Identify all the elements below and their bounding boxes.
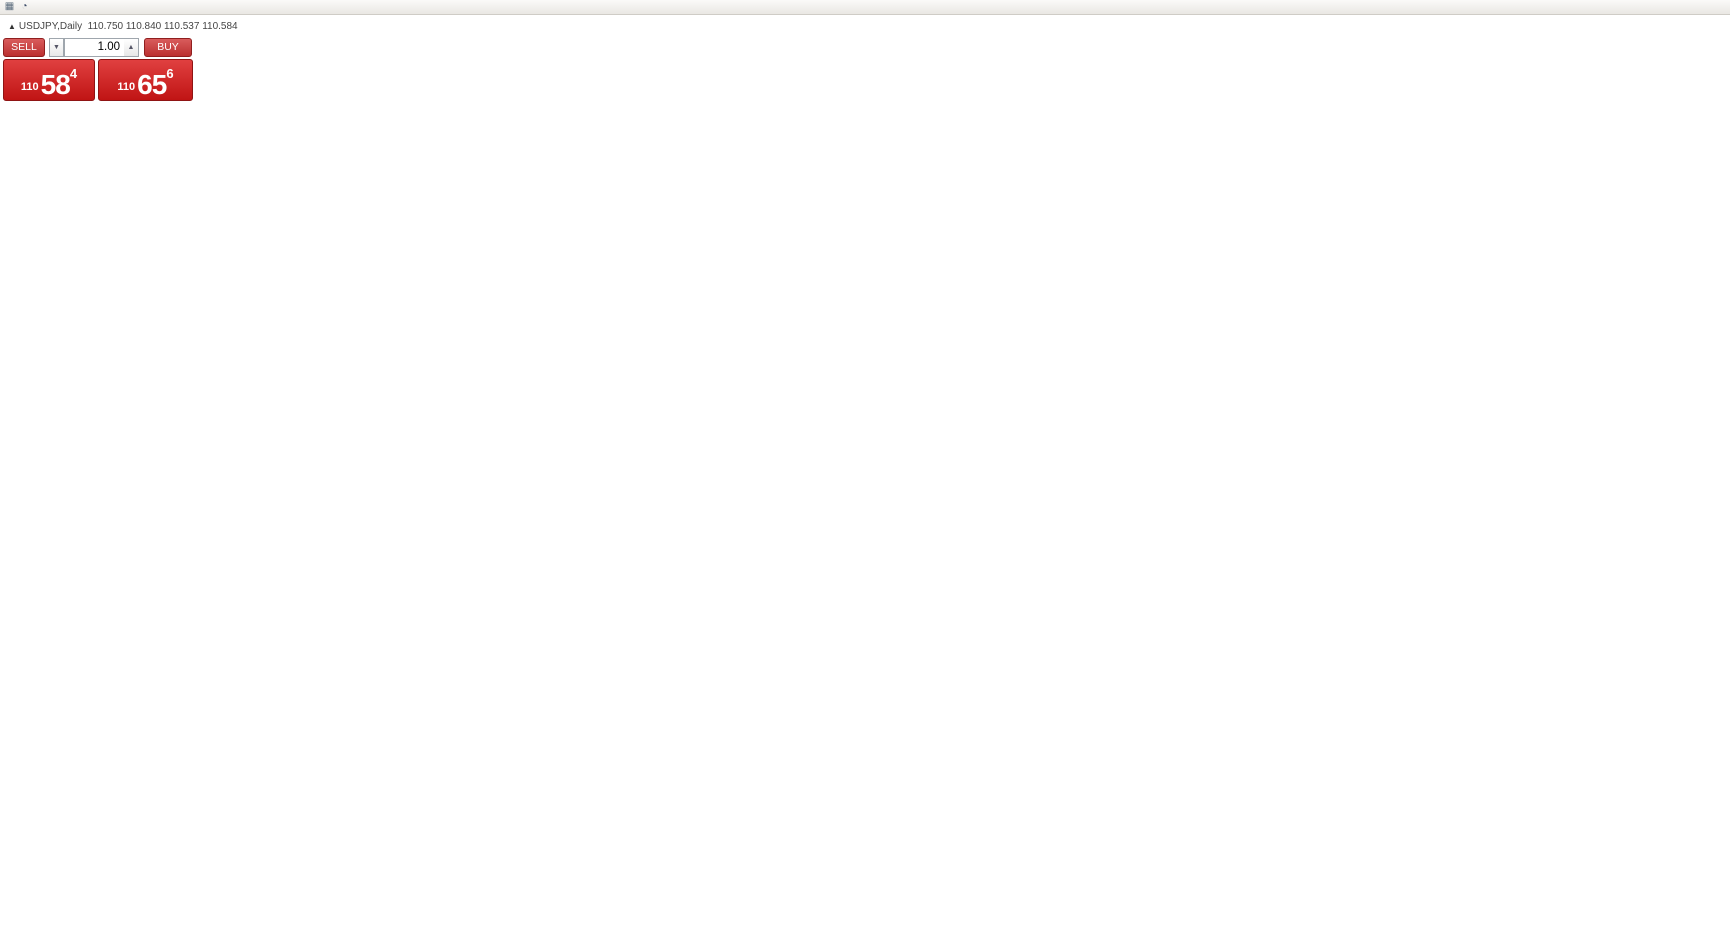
sell-price-pip: 4 <box>69 66 78 81</box>
market-watch-icon[interactable]: ◔ <box>21 1 28 12</box>
buy-price-pip: 6 <box>166 66 174 81</box>
volume-input[interactable]: 1.00 <box>64 38 124 57</box>
chart-symbol-period: USDJPY,Daily <box>18 21 83 32</box>
one-click-trading-panel: SELL ▼ 1.00 ▲ BUY 110 58 4 110 65 6 <box>3 38 197 101</box>
sell-price-big: 58 <box>40 69 71 100</box>
top-toolbar: ▦ ◔ <box>0 0 1730 15</box>
sell-price-prefix: 110 <box>20 81 39 93</box>
sell-price-button[interactable]: 110 58 4 <box>3 59 95 101</box>
volume-increase-button[interactable]: ▲ <box>124 38 139 57</box>
direction-up-icon: ▲ <box>8 22 16 31</box>
volume-decrease-button[interactable]: ▼ <box>49 38 64 57</box>
new-chart-icon[interactable]: ▦ <box>4 1 15 12</box>
sell-button[interactable]: SELL <box>3 38 45 57</box>
buy-price-button[interactable]: 110 65 6 <box>98 59 193 101</box>
buy-price-big: 65 <box>137 69 167 100</box>
chart-title: ▲ USDJPY,Daily 110.750 110.840 110.537 11… <box>8 21 238 32</box>
chart-ohlc-values: 110.750 110.840 110.537 110.584 <box>87 21 238 32</box>
buy-button[interactable]: BUY <box>144 38 192 57</box>
buy-price-prefix: 110 <box>117 81 136 93</box>
